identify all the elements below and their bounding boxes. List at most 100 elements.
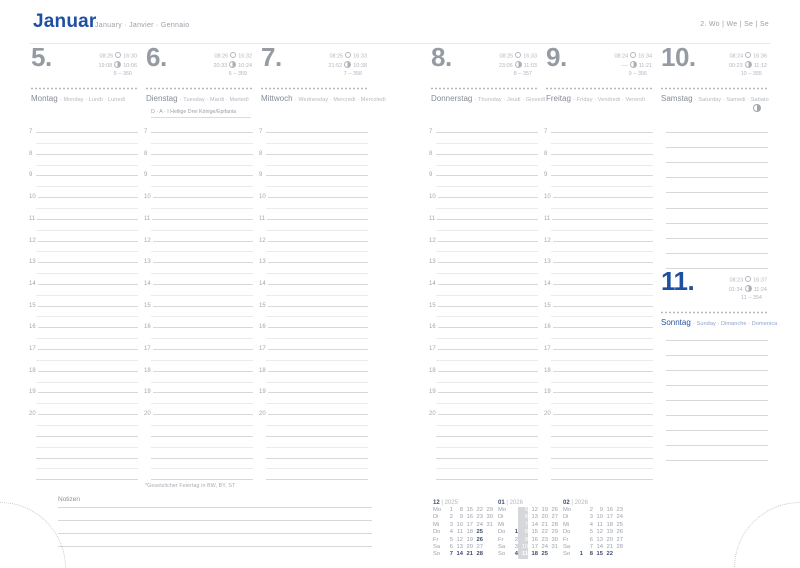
day-column-mittwoch: 7. 08:25 16:33 21:52 10:38 7 – 358 Mittwoch · … — [258, 42, 386, 484]
hour-line — [151, 132, 253, 133]
mini-calendar-date: 15 — [596, 551, 603, 558]
hour-line — [551, 153, 653, 155]
mini-calendar-date — [483, 551, 493, 558]
half-hour-line — [151, 186, 253, 188]
moonrise-time: 23:06 — [498, 62, 513, 69]
mini-calendar-date: 10 — [518, 544, 528, 552]
half-hour-line — [151, 424, 253, 426]
sunrise-time: 08:26 — [214, 53, 229, 60]
hour-label: 16 — [29, 324, 38, 331]
sunset-time: 16:33 — [353, 53, 367, 60]
half-hour-line — [151, 251, 253, 253]
sun-moon-times: 08:24 16:36 00:23 11:12 10 – 355 — [729, 52, 767, 78]
sun-times-row: 08:26 16:32 — [213, 52, 252, 61]
moon-icon — [744, 60, 752, 68]
hour-label: 12 — [544, 237, 553, 244]
corner-perforation-left — [0, 502, 66, 568]
mini-calendar-date: 15 — [531, 529, 538, 536]
ruled-line — [666, 400, 768, 401]
ruled-line — [666, 340, 768, 341]
hour-label: 9 — [429, 172, 435, 179]
hour-line — [36, 132, 138, 133]
hour-line — [436, 392, 538, 394]
hour-line — [266, 175, 368, 177]
hour-line — [266, 349, 368, 350]
mini-calendar-12-2025: 12 | 2025 Mo 1 8 15 22 29 Di 2 9 16 23 30 Mi 3 10 17 24 31… — [433, 499, 493, 559]
half-hour-line — [151, 316, 253, 318]
day-name-translations: · Monday · Lundi · Lunedì — [59, 97, 126, 103]
day-of-year: 5 – 360 — [113, 70, 132, 77]
mini-calendar-date: 5 — [449, 536, 453, 543]
mini-calendar-row: Di 2 9 16 23 30 — [433, 514, 493, 521]
half-hour-line — [151, 294, 253, 296]
half-hour-line — [151, 273, 253, 275]
weekday-label: Do — [563, 529, 571, 536]
sun-times-row: 08:25 16:33 — [499, 52, 537, 61]
half-hour-line — [436, 446, 538, 448]
mini-calendar-date: 22 — [476, 507, 483, 513]
mini-calendar-row: Fr 2 9 16 23 30 — [498, 536, 558, 545]
weekday-label: Sa — [498, 544, 506, 551]
mini-calendar-date: 2 — [514, 536, 518, 543]
hour-line — [436, 370, 538, 372]
mini-calendar-date: 3 — [589, 514, 593, 521]
hour-line — [266, 218, 368, 220]
weekday-label: Mo — [563, 507, 572, 513]
hour-label: 15 — [259, 302, 268, 309]
hour-label: 13 — [259, 259, 268, 266]
half-hour-line — [151, 446, 253, 448]
day-name-translations: · Sunday · Dimanche · Domenica — [693, 321, 778, 327]
mini-calendar-header: 02 | 2026 — [563, 499, 623, 507]
hour-label: 10 — [29, 194, 38, 201]
hour-line — [551, 240, 653, 242]
day-name: Donnerstag · Thursday · Jeudi · Giovedì — [431, 94, 545, 103]
mini-calendar-date: 28 — [616, 544, 623, 551]
hour-label: 9 — [544, 172, 550, 179]
notes-line — [58, 546, 372, 547]
half-hour-line — [551, 316, 653, 318]
mini-calendar-row: Sa 7 14 21 28 — [563, 544, 623, 551]
mini-calendar-date: 27 — [476, 544, 483, 551]
hour-line — [36, 305, 138, 307]
mini-calendar-date — [483, 529, 493, 536]
mini-calendar-date: 1 — [449, 507, 453, 513]
half-hour-line — [151, 403, 253, 405]
sun-icon — [515, 52, 522, 58]
hour-line — [551, 392, 653, 394]
hour-label: 11 — [144, 215, 153, 222]
mini-calendar-date — [613, 551, 623, 558]
weekday-label: So — [563, 551, 571, 558]
hour-label: 8 — [144, 150, 150, 157]
sunset-time: 16:37 — [753, 277, 767, 284]
day-column-sonntag: 11. 08:23 16:37 01:34 11:24 11 – 354 Sonntag ·… — [658, 266, 777, 568]
mini-calendar-date: 11 — [596, 521, 603, 528]
day-name-translations: · Friday · Vendredi · Venerdì — [573, 97, 646, 103]
hour-label: 13 — [144, 259, 153, 266]
mini-calendar-date — [573, 522, 583, 529]
hour-label: 12 — [144, 237, 153, 244]
hour-label: 15 — [544, 302, 553, 309]
mini-calendar-date: 20 — [606, 536, 613, 543]
hour-line — [551, 370, 653, 372]
mini-calendar-date — [508, 522, 518, 529]
day-number: 10. — [661, 42, 696, 72]
sun-moon-times: 08:25 16:33 23:06 11:03 8 – 357 — [499, 52, 537, 78]
day-name-translations: · Tuesday · Mardi · Martedì — [179, 97, 249, 103]
day-column-samstag: 10. 08:24 16:36 00:23 11:12 10 – 355 Samstag ·… — [658, 42, 769, 484]
hour-line — [151, 327, 253, 329]
half-hour-line — [36, 164, 138, 166]
day-number: 5. — [31, 42, 52, 72]
hour-line — [436, 153, 538, 155]
ruled-line — [666, 252, 768, 254]
weekday-label: Di — [563, 514, 569, 521]
half-hour-line — [266, 381, 368, 383]
half-hour-line — [266, 424, 368, 426]
hour-label: 17 — [259, 346, 268, 352]
weekday-label: Do — [498, 529, 506, 536]
notes-line — [58, 507, 372, 508]
day-column-dienstag: 6. 08:26 16:32 20:33 10:24 6 – 359 Dienstag · … — [143, 42, 253, 484]
mini-calendar-date: 13 — [456, 544, 463, 551]
ruled-line — [666, 430, 768, 431]
half-hour-line — [551, 251, 653, 253]
hour-label: 10 — [429, 194, 438, 201]
